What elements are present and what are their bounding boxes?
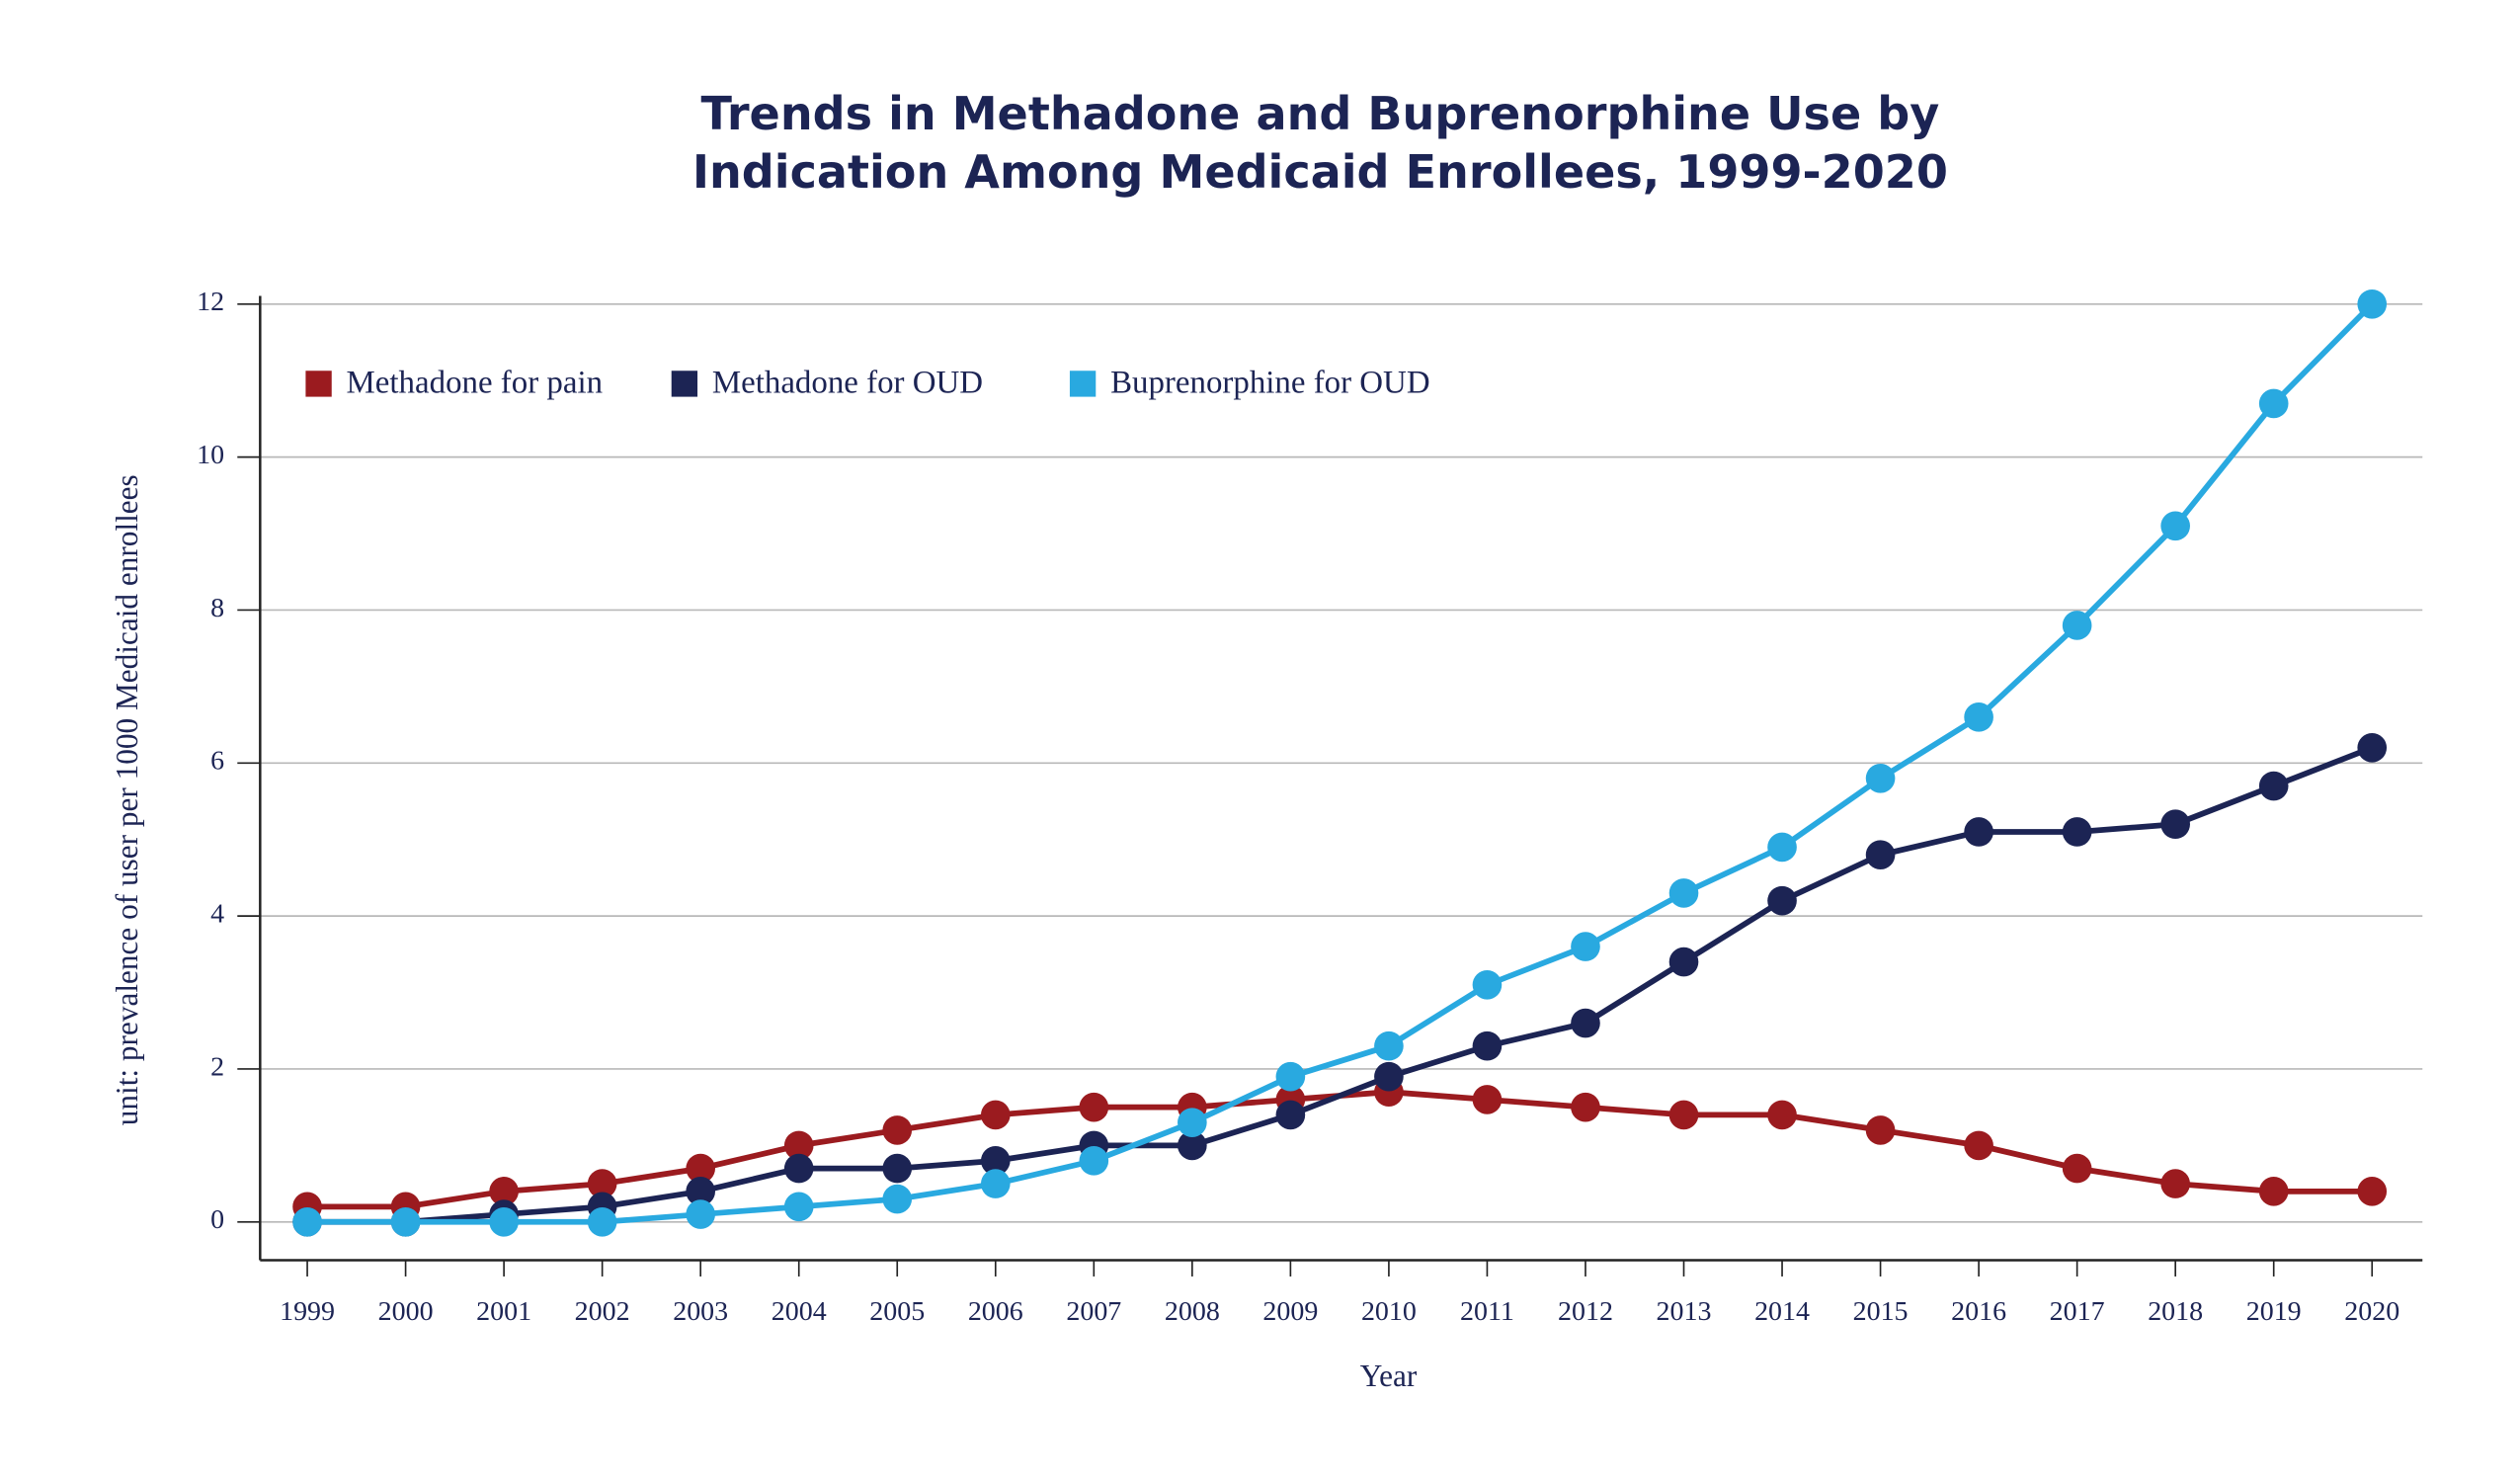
y-tick-label: 10 xyxy=(197,440,224,470)
data-point xyxy=(783,1153,814,1184)
x-tick-label: 2019 xyxy=(2246,1296,2302,1327)
data-point xyxy=(1374,1030,1404,1061)
data-point xyxy=(1178,1108,1207,1137)
data-point xyxy=(2258,388,2289,419)
x-tick-label: 2013 xyxy=(1657,1296,1712,1327)
data-point xyxy=(1079,1146,1109,1176)
data-point xyxy=(980,1100,1011,1130)
data-point xyxy=(1571,1008,1600,1038)
chart-title: Trends in Methadone and Buprenorphine Us… xyxy=(700,87,1939,140)
x-tick-label: 2000 xyxy=(378,1296,434,1327)
data-point xyxy=(1767,885,1797,916)
data-point xyxy=(587,1206,617,1237)
data-point xyxy=(686,1199,715,1229)
data-point xyxy=(783,1130,814,1161)
data-point xyxy=(2160,511,2190,541)
series-line xyxy=(307,301,2375,1225)
data-point xyxy=(686,1153,715,1184)
x-tick-label: 2006 xyxy=(968,1296,1023,1327)
data-point xyxy=(2258,1177,2289,1206)
data-point xyxy=(1275,1100,1306,1130)
data-point xyxy=(882,1115,913,1145)
x-tick-label: 2016 xyxy=(1951,1296,2006,1327)
data-point xyxy=(1472,1085,1503,1114)
data-point xyxy=(1178,1130,1207,1161)
data-point xyxy=(2160,1169,2190,1198)
data-point xyxy=(1571,932,1600,961)
x-tick-label: 2002 xyxy=(575,1296,630,1327)
x-tick-label: 2018 xyxy=(2148,1296,2203,1327)
data-point xyxy=(489,1206,519,1237)
chart-title: Indication Among Medicaid Enrollees, 199… xyxy=(692,145,1948,199)
data-point xyxy=(1275,1061,1306,1092)
data-point xyxy=(2357,1177,2388,1206)
data-point xyxy=(1374,1061,1404,1092)
data-point xyxy=(1865,763,1896,793)
x-tick-label: 2008 xyxy=(1165,1296,1220,1327)
data-point xyxy=(587,1169,617,1198)
series-line xyxy=(307,1089,2373,1210)
data-point xyxy=(686,1177,715,1206)
data-point xyxy=(980,1169,1011,1198)
legend-label: Buprenorphine for OUD xyxy=(1110,366,1430,401)
legend-label: Methadone for pain xyxy=(347,366,604,401)
x-tick-label: 2010 xyxy=(1361,1296,1417,1327)
data-point xyxy=(1767,1100,1797,1130)
x-tick-label: 2011 xyxy=(1460,1296,1514,1327)
legend-swatch xyxy=(1069,371,1097,397)
data-point xyxy=(1668,1100,1699,1130)
data-point xyxy=(1472,969,1503,1000)
data-point xyxy=(1964,702,1993,732)
y-tick-label: 12 xyxy=(197,287,224,317)
data-point xyxy=(2062,611,2092,640)
series-line xyxy=(307,745,2374,1225)
x-tick-label: 2001 xyxy=(476,1296,531,1327)
x-tick-label: 2014 xyxy=(1754,1296,1810,1327)
data-point xyxy=(1668,878,1699,908)
data-point xyxy=(783,1192,814,1222)
x-tick-label: 2005 xyxy=(869,1296,925,1327)
data-point xyxy=(2357,732,2388,763)
data-point xyxy=(2258,771,2289,801)
data-point xyxy=(1865,840,1896,870)
y-axis-label: unit: prevalence of user per 1000 Medica… xyxy=(110,474,144,1125)
data-point xyxy=(292,1206,322,1237)
x-axis-label: Year xyxy=(1360,1359,1418,1393)
y-tick-label: 0 xyxy=(210,1204,224,1235)
data-point xyxy=(980,1146,1011,1176)
data-point xyxy=(1079,1092,1109,1122)
x-tick-label: 2020 xyxy=(2344,1296,2399,1327)
x-tick-label: 2004 xyxy=(772,1296,827,1327)
data-point xyxy=(390,1206,421,1237)
data-point xyxy=(1865,1115,1896,1145)
data-point xyxy=(1964,817,1993,847)
legend-swatch xyxy=(305,371,332,397)
data-point xyxy=(489,1177,519,1206)
x-tick-label: 2003 xyxy=(673,1296,728,1327)
legend-label: Methadone for OUD xyxy=(712,366,983,401)
x-tick-label: 2007 xyxy=(1066,1296,1121,1327)
x-tick-label: 2012 xyxy=(1558,1296,1613,1327)
x-tick-label: 2009 xyxy=(1262,1296,1318,1327)
data-point xyxy=(2062,817,2092,847)
x-tick-label: 1999 xyxy=(280,1296,335,1327)
y-tick-label: 4 xyxy=(210,899,224,930)
x-tick-label: 2017 xyxy=(2050,1296,2105,1327)
legend-swatch xyxy=(671,371,698,397)
data-point xyxy=(1964,1130,1993,1161)
data-point xyxy=(2357,288,2388,319)
data-point xyxy=(2160,809,2190,840)
data-point xyxy=(882,1153,913,1184)
y-tick-label: 8 xyxy=(210,593,224,623)
data-point xyxy=(1571,1092,1600,1122)
data-point xyxy=(1767,832,1797,863)
data-point xyxy=(2062,1153,2092,1184)
x-tick-label: 2015 xyxy=(1853,1296,1909,1327)
y-tick-label: 6 xyxy=(210,746,224,777)
data-point xyxy=(1472,1030,1503,1061)
y-tick-label: 2 xyxy=(210,1051,224,1082)
data-point xyxy=(1668,947,1699,977)
data-point xyxy=(882,1184,913,1214)
